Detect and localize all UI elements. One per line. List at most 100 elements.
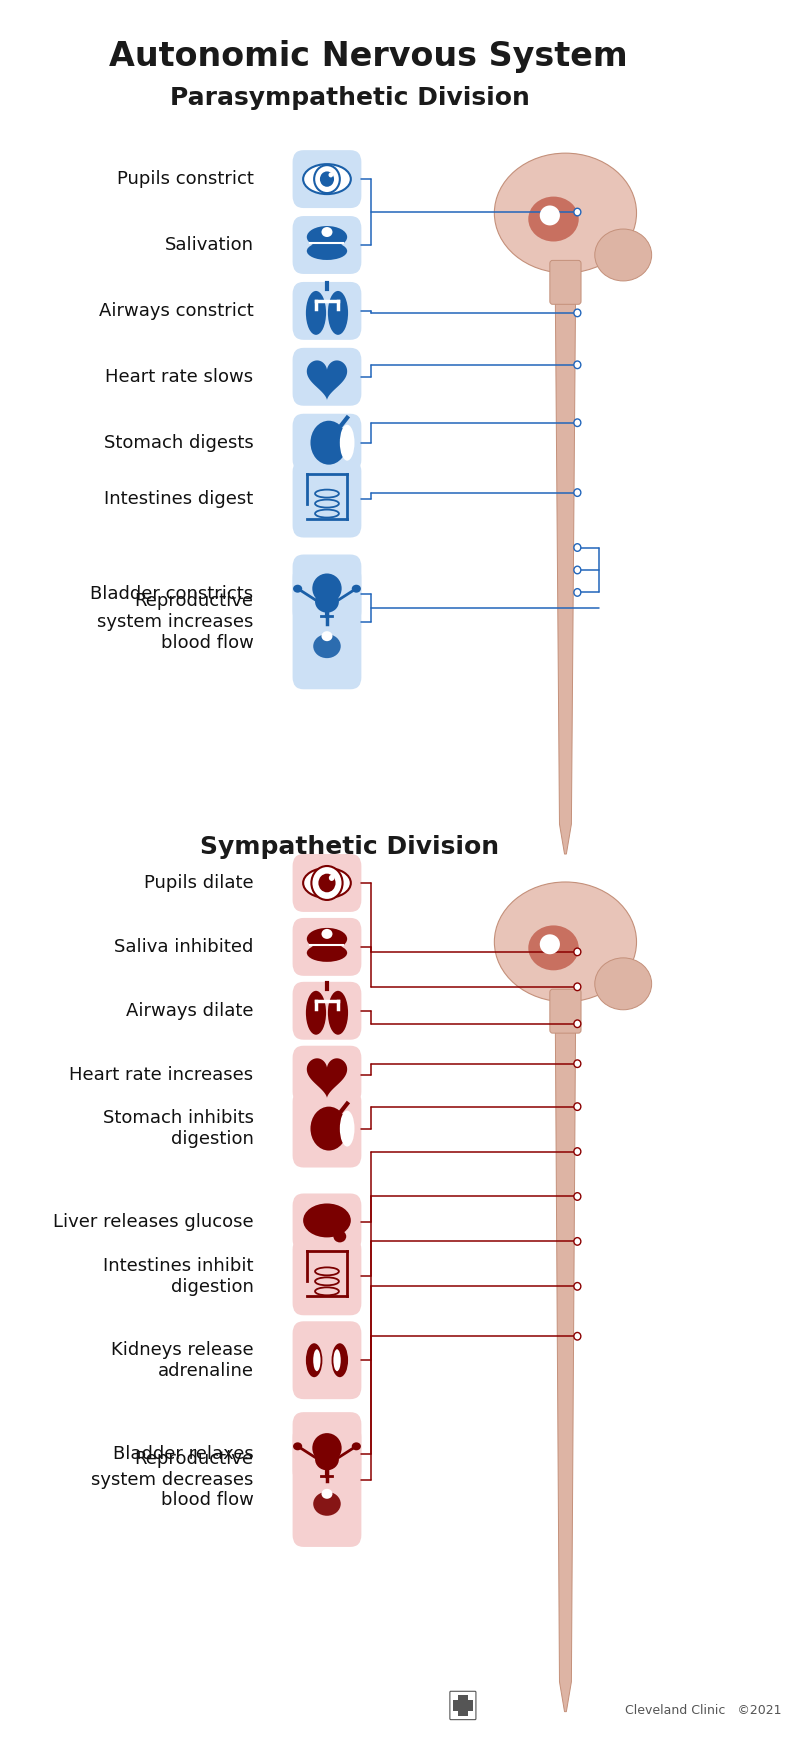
FancyBboxPatch shape — [293, 1193, 362, 1251]
Polygon shape — [555, 301, 575, 854]
Text: Autonomic Nervous System: Autonomic Nervous System — [109, 40, 627, 73]
Ellipse shape — [328, 291, 348, 334]
Ellipse shape — [315, 591, 339, 613]
Ellipse shape — [312, 573, 342, 603]
Ellipse shape — [306, 291, 326, 334]
Ellipse shape — [293, 1442, 302, 1451]
Circle shape — [574, 1103, 581, 1110]
Text: Pupils constrict: Pupils constrict — [117, 171, 254, 188]
FancyBboxPatch shape — [293, 216, 362, 273]
Text: Kidneys release
adrenaline: Kidneys release adrenaline — [111, 1341, 254, 1380]
Ellipse shape — [293, 585, 302, 592]
Circle shape — [574, 1333, 581, 1340]
Ellipse shape — [540, 206, 560, 225]
Circle shape — [574, 1237, 581, 1246]
Ellipse shape — [352, 585, 361, 592]
Ellipse shape — [307, 928, 347, 949]
Text: Heart rate increases: Heart rate increases — [70, 1066, 254, 1084]
Circle shape — [574, 544, 581, 550]
Bar — [453, 1700, 473, 1711]
FancyBboxPatch shape — [550, 989, 581, 1033]
Circle shape — [574, 1148, 581, 1155]
FancyBboxPatch shape — [293, 1045, 362, 1104]
Circle shape — [318, 874, 335, 892]
FancyBboxPatch shape — [293, 1320, 362, 1399]
Text: Pupils dilate: Pupils dilate — [144, 874, 254, 892]
FancyBboxPatch shape — [293, 918, 362, 976]
Ellipse shape — [340, 425, 354, 460]
Polygon shape — [307, 1059, 347, 1097]
Text: Airways constrict: Airways constrict — [99, 301, 254, 321]
Ellipse shape — [352, 1442, 361, 1451]
Text: Stomach digests: Stomach digests — [104, 434, 254, 451]
Ellipse shape — [315, 1448, 339, 1470]
Ellipse shape — [340, 1111, 354, 1146]
Ellipse shape — [334, 1230, 346, 1242]
Circle shape — [574, 209, 581, 216]
Circle shape — [314, 165, 340, 193]
Circle shape — [574, 1282, 581, 1291]
Circle shape — [329, 874, 334, 881]
FancyBboxPatch shape — [293, 1237, 362, 1315]
Ellipse shape — [494, 881, 637, 1002]
Text: Salivation: Salivation — [165, 235, 254, 254]
Ellipse shape — [306, 1343, 322, 1378]
FancyBboxPatch shape — [293, 282, 362, 340]
Circle shape — [574, 566, 581, 573]
Circle shape — [574, 1059, 581, 1068]
Ellipse shape — [306, 991, 326, 1035]
Text: Parasympathetic Division: Parasympathetic Division — [170, 87, 530, 110]
Ellipse shape — [594, 228, 652, 280]
Text: Reproductive
system decreases
blood flow: Reproductive system decreases blood flow — [91, 1449, 254, 1509]
Ellipse shape — [322, 631, 333, 641]
Ellipse shape — [310, 1106, 347, 1150]
Ellipse shape — [322, 1489, 333, 1498]
Text: Reproductive
system increases
blood flow: Reproductive system increases blood flow — [98, 592, 254, 652]
Text: Sympathetic Division: Sympathetic Division — [200, 834, 499, 859]
Circle shape — [574, 308, 581, 317]
Text: Intestines digest: Intestines digest — [104, 490, 254, 507]
Circle shape — [574, 589, 581, 596]
Text: Bladder constricts: Bladder constricts — [90, 585, 254, 603]
Ellipse shape — [540, 934, 560, 955]
Ellipse shape — [303, 164, 351, 193]
Text: Airways dilate: Airways dilate — [126, 1002, 254, 1019]
Circle shape — [574, 490, 581, 496]
Ellipse shape — [334, 1350, 341, 1371]
FancyBboxPatch shape — [293, 554, 362, 690]
Ellipse shape — [528, 197, 578, 242]
Polygon shape — [555, 1030, 575, 1712]
Ellipse shape — [331, 1343, 348, 1378]
Text: Cleveland Clinic   ©2021: Cleveland Clinic ©2021 — [625, 1704, 782, 1718]
FancyBboxPatch shape — [293, 348, 362, 406]
FancyBboxPatch shape — [293, 150, 362, 207]
Ellipse shape — [314, 1491, 341, 1516]
Circle shape — [574, 982, 581, 991]
Polygon shape — [307, 361, 347, 401]
Circle shape — [320, 171, 334, 186]
Ellipse shape — [312, 1434, 342, 1463]
Ellipse shape — [307, 242, 347, 260]
Circle shape — [574, 1021, 581, 1028]
FancyBboxPatch shape — [293, 1090, 362, 1167]
FancyBboxPatch shape — [293, 854, 362, 911]
Circle shape — [574, 361, 581, 369]
FancyBboxPatch shape — [293, 982, 362, 1040]
Circle shape — [574, 418, 581, 427]
Ellipse shape — [310, 422, 347, 465]
Ellipse shape — [328, 991, 348, 1035]
Circle shape — [329, 172, 333, 178]
Circle shape — [574, 1193, 581, 1200]
Ellipse shape — [322, 928, 333, 939]
Ellipse shape — [314, 634, 341, 658]
FancyBboxPatch shape — [293, 1413, 362, 1547]
Text: Stomach inhibits
digestion: Stomach inhibits digestion — [102, 1110, 254, 1148]
Ellipse shape — [303, 1204, 351, 1237]
FancyBboxPatch shape — [293, 460, 362, 538]
Text: Intestines inhibit
digestion: Intestines inhibit digestion — [103, 1258, 254, 1296]
Circle shape — [574, 948, 581, 956]
Text: Bladder relaxes: Bladder relaxes — [113, 1446, 254, 1463]
Text: Heart rate slows: Heart rate slows — [106, 368, 254, 385]
Ellipse shape — [494, 153, 637, 273]
Ellipse shape — [314, 1350, 321, 1371]
